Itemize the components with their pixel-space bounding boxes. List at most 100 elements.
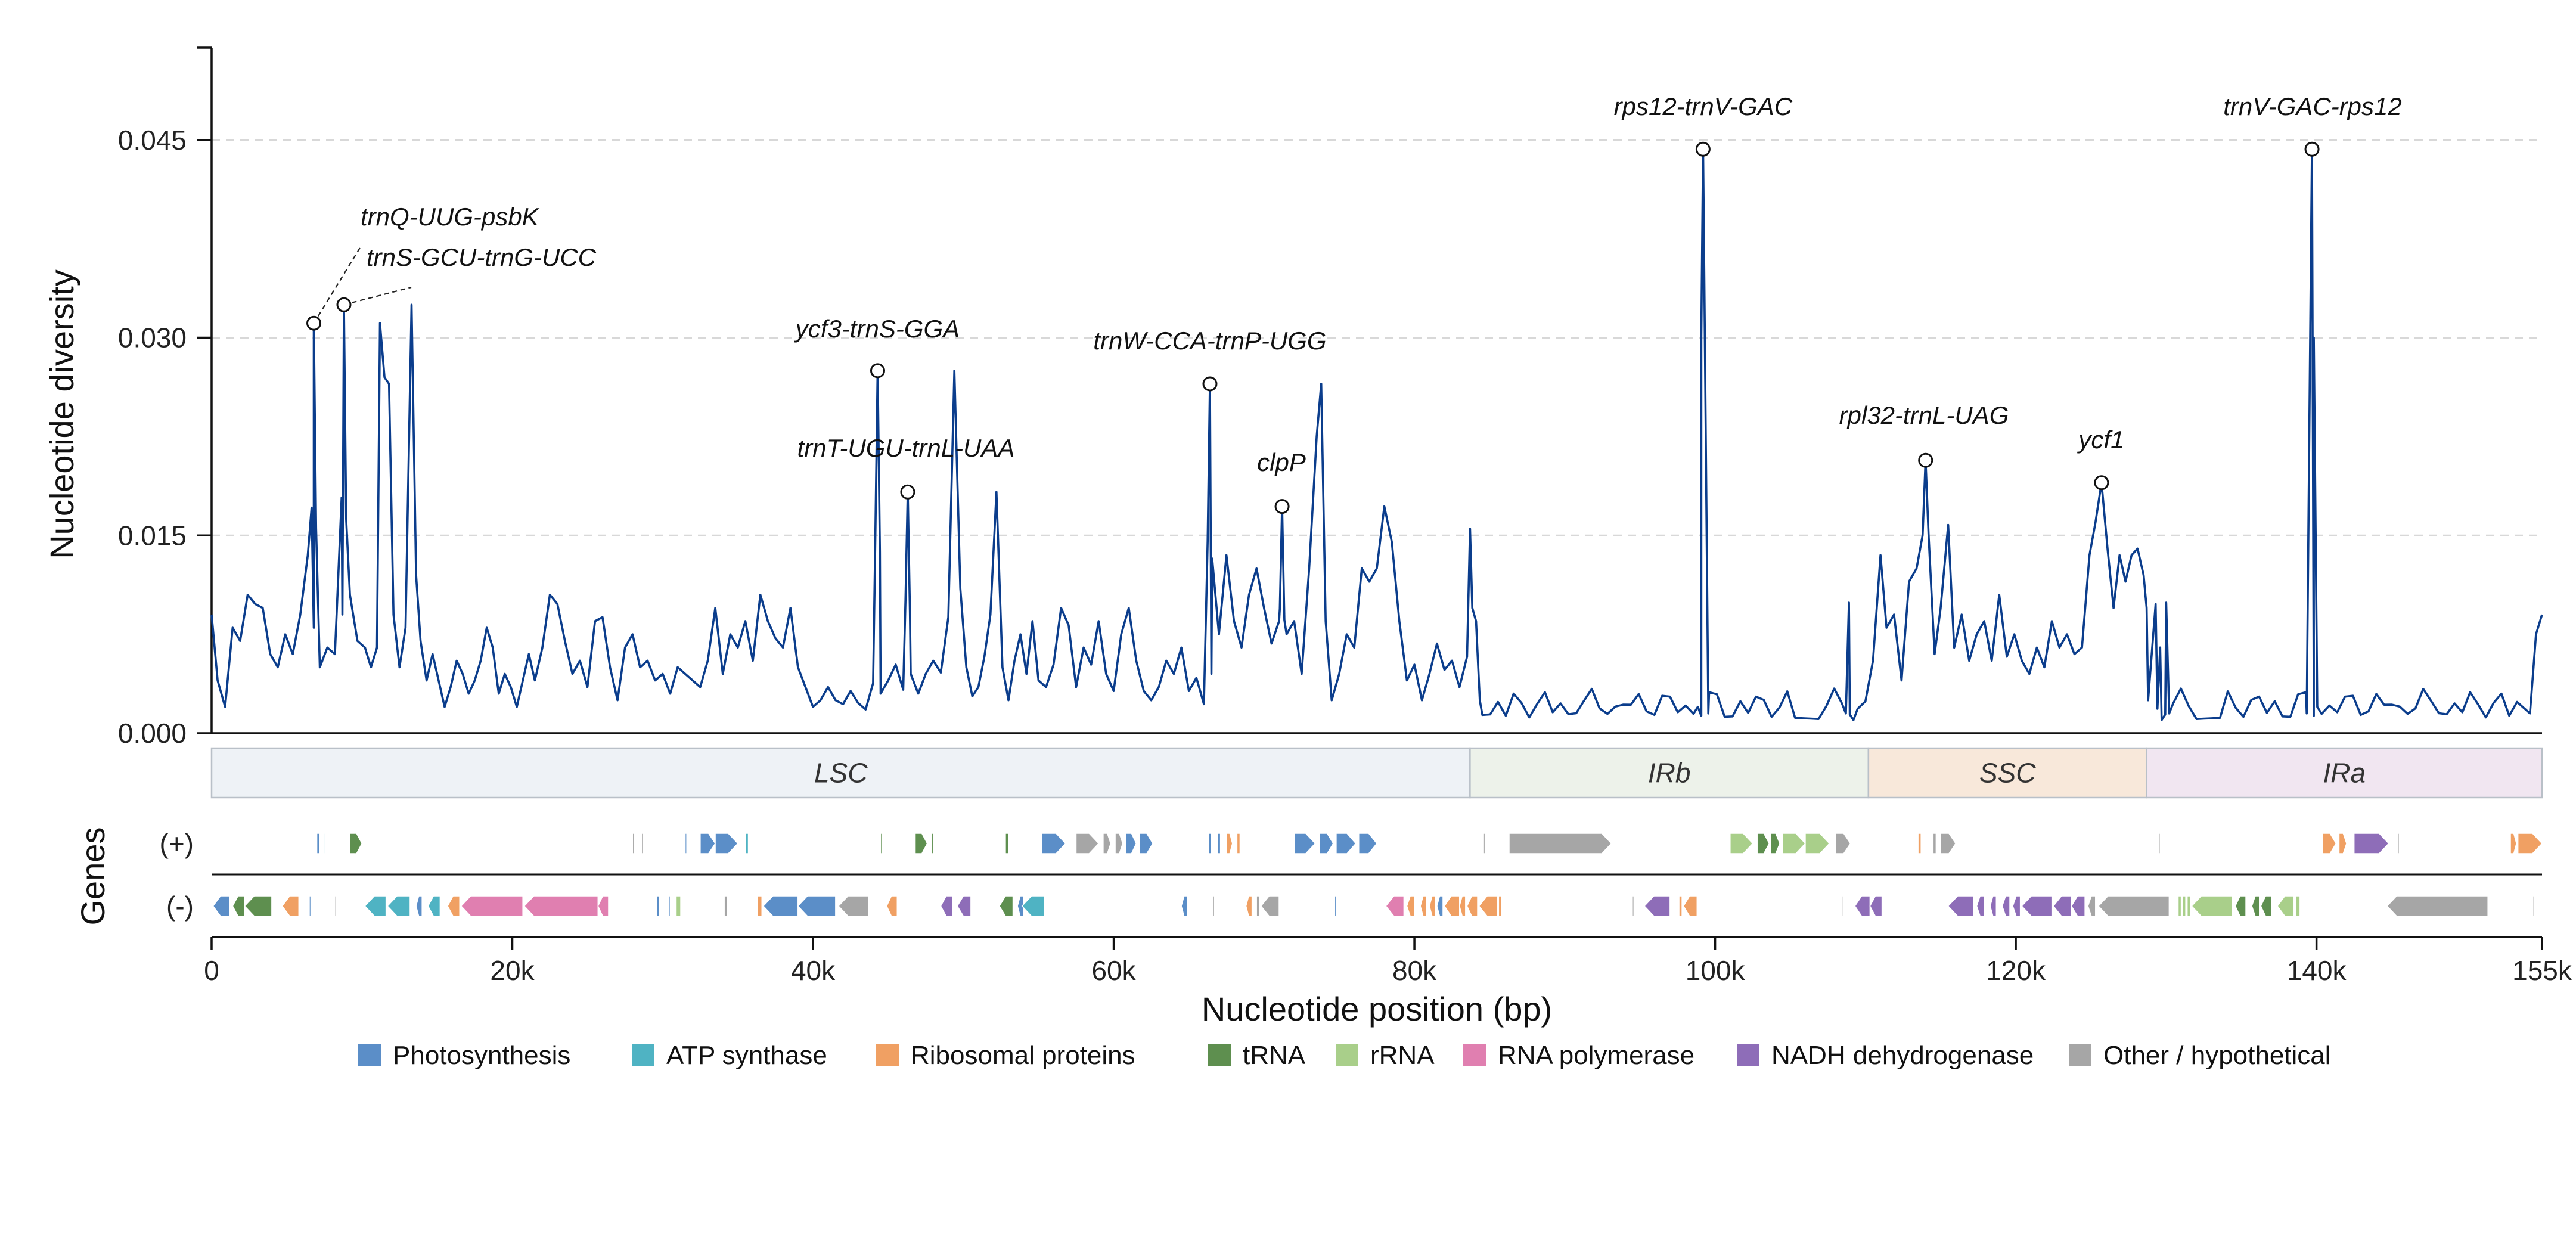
gene-minus-25 [998,895,1014,917]
gene-minus-46 [1678,895,1683,917]
gene-plus-19 [1208,833,1212,854]
gene-plus-20 [1216,833,1221,854]
gene-minus-45 [1643,895,1671,917]
x-tick-label-6: 120k [1986,955,2046,986]
genes-track-title: Genes [74,827,111,926]
gene-minus-54 [2001,895,2010,917]
gene-minus-3 [281,895,300,917]
peak-marker-4 [1202,376,1218,392]
gene-minus-56 [2021,895,2053,917]
peak-marker-7 [1918,452,1933,468]
gene-minus-70 [2386,895,2488,917]
gene-minus-4 [309,895,312,917]
diversity-line [210,148,2543,721]
gene-minus-5 [334,895,337,917]
gene-minus-42 [1478,895,1498,917]
gene-minus-57 [2053,895,2072,917]
x-tick-label-5: 100k [1686,955,1746,986]
gene-minus-59 [2087,895,2096,917]
gene-minus-43 [1498,895,1503,917]
grid-lines [212,139,2542,536]
peak-marker-6 [1695,141,1711,157]
peak-marker-5 [1274,499,1290,514]
legend-label-3: tRNA [1243,1041,1306,1070]
gene-minus-9 [427,895,441,917]
gene-minus-53 [1990,895,1997,917]
gene-plus-24 [1319,833,1334,854]
gene-minus-50 [1869,895,1883,917]
gene-plus-36 [1932,833,1937,854]
gene-plus-27 [1483,833,1486,854]
peak-annotations: trnQ-UUG-psbK trnS-GCU-trnG-UCC ycf3-trnS-… [306,92,2402,514]
gene-minus-41 [1466,895,1478,917]
region-label-IRb: IRb [1648,758,1691,789]
x-tick-label-0: 0 [204,955,219,986]
gene-minus-37 [1429,895,1436,917]
peak-label-6: rps12-trnV-GAC [1614,92,1793,120]
x-tick-label-4: 80k [1392,955,1437,986]
gene-plus-7 [715,833,738,854]
gene-plus-43 [2510,833,2517,854]
legend-label-6: NADH dehydrogenase [1771,1041,2034,1070]
gene-minus-12 [523,895,599,917]
gene-plus-12 [1005,833,1009,854]
gene-minus-33 [1334,895,1337,917]
peak-label-5: clpP [1257,448,1306,476]
region-label-LSC: LSC [814,758,868,789]
gene-plus-29 [1730,833,1753,854]
gene-plus-23 [1293,833,1316,854]
gene-minus-36 [1420,895,1427,917]
legend-swatch-0 [358,1044,381,1066]
region-bar: LSC IRb SSC IRa [210,747,2543,799]
gene-minus-60 [2097,895,2170,917]
gene-minus-26 [1017,895,1024,917]
legend: Photosynthesis ATP synthase Ribosomal prot… [358,1041,2331,1070]
gene-plus-5 [684,833,687,854]
peak-marker-9 [2304,141,2320,157]
legend-swatch-2 [876,1044,899,1066]
gene-plus-16 [1115,833,1123,854]
region-label-SSC: SSC [1979,758,2036,789]
gene-plus-0 [316,833,321,854]
gene-plus-6 [700,833,716,854]
legend-swatch-5 [1463,1044,1486,1066]
gene-plus-11 [931,833,934,854]
gene-plus-4 [641,833,644,854]
gene-tracks: Genes (+) (-) [74,827,2543,926]
peak-label-2: ycf3-trnS-GGA [794,315,960,343]
peak-marker-2 [870,363,886,379]
peak-label-8: ycf1 [2077,426,2124,454]
legend-label-5: RNA polymerase [1498,1041,1694,1070]
diversity-series-line [210,148,2543,721]
gene-minus-7 [387,895,411,917]
gene-minus-69 [2295,895,2301,917]
gene-plus-2 [349,833,363,854]
gene-minus-52 [1976,895,1985,917]
peak-label-9: trnV-GAC-rps12 [2223,92,2402,120]
gene-minus-8 [415,895,423,917]
gene-minus-40 [1458,895,1466,917]
gene-minus-10 [447,895,460,917]
peak-marker-8 [2094,475,2109,491]
peak-marker-1 [336,297,352,312]
gene-plus-40 [2338,833,2347,854]
legend-label-2: Ribosomal proteins [911,1041,1135,1070]
gene-plus-35 [1917,833,1922,854]
strand-label-minus: (-) [166,891,194,922]
gene-minus-11 [460,895,523,917]
gene-minus-58 [2071,895,2085,917]
gene-plus-21 [1225,833,1233,854]
region-LSC [210,747,1471,799]
gene-plus-28 [1509,833,1612,854]
gene-minus-55 [2012,895,2021,917]
gene-minus-13 [597,895,609,917]
gene-plus-13 [1041,833,1066,854]
gene-minus-16 [675,895,681,917]
gene-plus-33 [1805,833,1830,854]
x-tick-label-7: 140k [2287,955,2347,986]
legend-swatch-4 [1336,1044,1358,1066]
legend-label-0: Photosynthesis [393,1041,570,1070]
gene-minus-19 [762,895,799,917]
axes: 0.000 0.015 0.030 0.045 Nucleotide diversity… [43,46,2572,1028]
gene-minus-30 [1245,895,1253,917]
